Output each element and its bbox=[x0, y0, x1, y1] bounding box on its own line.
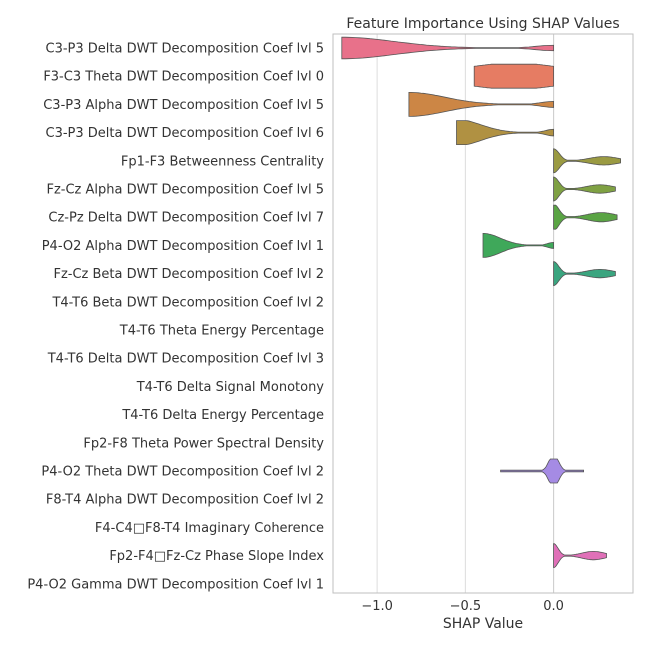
feature-label: F4-C4□F8-T4 Imaginary Coherence bbox=[95, 521, 324, 536]
feature-label: C3-P3 Alpha DWT Decomposition Coef lvl 5 bbox=[43, 98, 324, 113]
chart-title: Feature Importance Using SHAP Values bbox=[346, 16, 619, 32]
violin-shape bbox=[456, 120, 554, 145]
feature-label: F3-C3 Theta DWT Decomposition Coef lvl 0 bbox=[43, 70, 324, 85]
feature-label: Fp2-F8 Theta Power Spectral Density bbox=[83, 436, 324, 451]
feature-label: Fz-Cz Alpha DWT Decomposition Coef lvl 5 bbox=[46, 183, 324, 198]
feature-label: Fp2-F4□Fz-Cz Phase Slope Index bbox=[109, 549, 324, 564]
feature-label: C3-P3 Delta DWT Decomposition Coef lvl 6 bbox=[46, 126, 325, 141]
grid-layer bbox=[376, 34, 555, 593]
feature-label: Fz-Cz Beta DWT Decomposition Coef lvl 2 bbox=[53, 267, 324, 282]
feature-label: T4-T6 Delta DWT Decomposition Coef lvl 3 bbox=[47, 352, 324, 367]
violin-shape bbox=[553, 148, 621, 174]
feature-label: T4-T6 Theta Energy Percentage bbox=[119, 324, 324, 339]
violin-shape bbox=[553, 176, 616, 202]
violin-layer bbox=[341, 36, 621, 569]
feature-label: T4-T6 Delta Energy Percentage bbox=[121, 408, 324, 423]
feature-label: F8-T4 Alpha DWT Decomposition Coef lvl 2 bbox=[46, 493, 324, 508]
x-tick-label: 0.0 bbox=[543, 599, 564, 614]
feature-label: C3-P3 Delta DWT Decomposition Coef lvl 5 bbox=[46, 42, 325, 57]
violin-shape bbox=[553, 204, 618, 230]
violin-shape bbox=[553, 543, 607, 569]
x-axis-title: SHAP Value bbox=[443, 616, 523, 632]
violin-shape bbox=[408, 92, 554, 117]
x-tick-labels: −1.0 −0.5 0.0 bbox=[361, 599, 564, 614]
feature-label: T4-T6 Delta Signal Monotony bbox=[136, 380, 325, 395]
violin-shape bbox=[473, 63, 554, 89]
violin-shape bbox=[482, 233, 554, 258]
feature-label: T4-T6 Beta DWT Decomposition Coef lvl 2 bbox=[51, 295, 324, 310]
violin-shape bbox=[341, 36, 554, 60]
violin-shape bbox=[500, 458, 584, 484]
x-tick-label: −0.5 bbox=[450, 599, 482, 614]
feature-label: P4-O2 Gamma DWT Decomposition Coef lvl 1 bbox=[27, 577, 324, 592]
plot-frame bbox=[332, 33, 634, 594]
y-tick-labels: C3-P3 Delta DWT Decomposition Coef lvl 5… bbox=[27, 42, 324, 593]
feature-label: Cz-Pz Delta DWT Decomposition Coef lvl 7 bbox=[48, 211, 324, 226]
feature-label: P4-O2 Theta DWT Decomposition Coef lvl 2 bbox=[41, 465, 324, 480]
feature-label: P4-O2 Alpha DWT Decomposition Coef lvl 1 bbox=[42, 239, 324, 254]
x-tick-label: −1.0 bbox=[361, 599, 393, 614]
violin-shape bbox=[553, 261, 616, 287]
feature-label: Fp1-F3 Betweenness Centrality bbox=[121, 154, 324, 169]
